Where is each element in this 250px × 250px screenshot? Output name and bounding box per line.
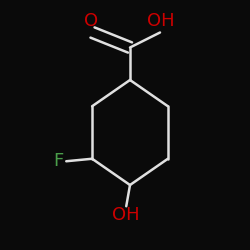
Text: O: O — [84, 12, 98, 30]
Text: OH: OH — [148, 12, 175, 30]
Text: OH: OH — [112, 206, 140, 224]
Text: F: F — [54, 152, 64, 170]
